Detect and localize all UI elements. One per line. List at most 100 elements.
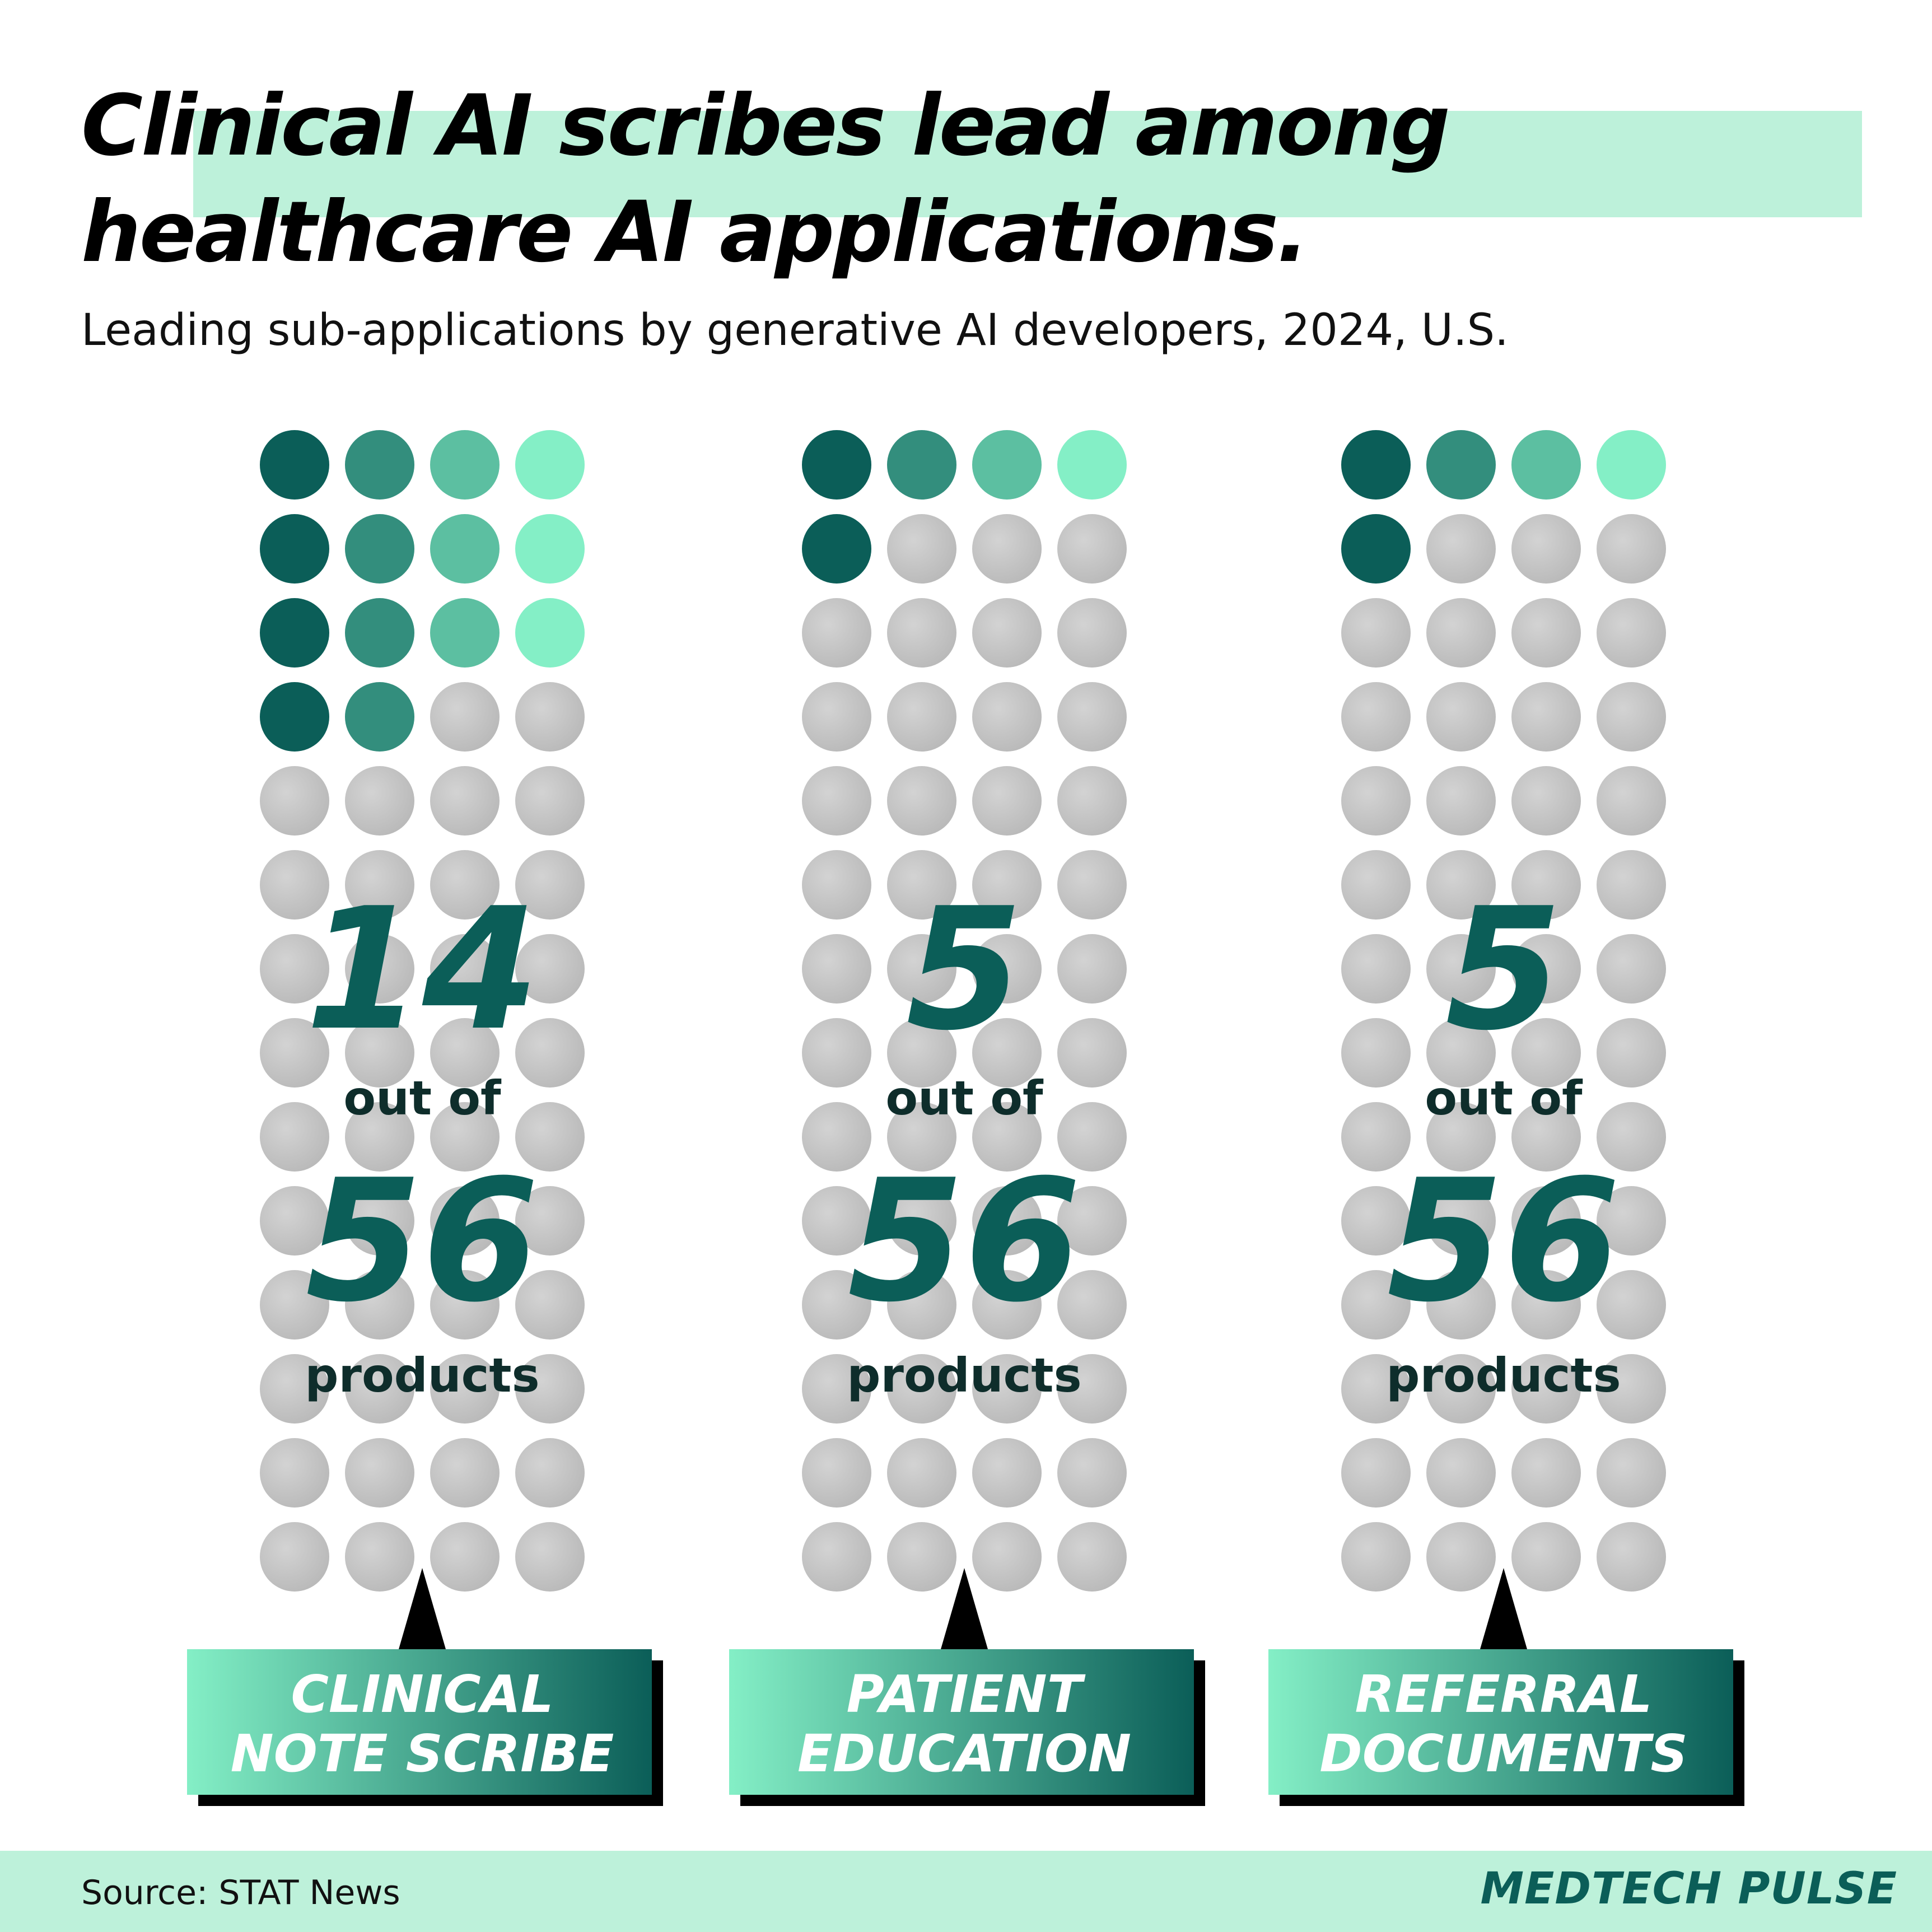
dot-empty [1426,598,1496,668]
dot-empty [802,1018,871,1088]
total-number: 56 [305,1144,539,1339]
dot-empty [1426,1186,1496,1256]
dot-empty [887,1102,956,1172]
dot-empty [515,1186,585,1256]
dot-empty [1511,682,1581,752]
dot-empty [1426,1438,1496,1508]
dot-empty [1511,1102,1581,1172]
dot-empty [1057,1102,1127,1172]
dot-empty [260,1186,329,1256]
dot-empty [1597,1018,1666,1088]
dot-empty [1597,850,1666,920]
out-of-label: out of [885,1071,1044,1126]
dot-empty [1341,1438,1411,1508]
dot-empty [1341,598,1411,668]
dot-filled [260,430,329,500]
dot-empty [802,1270,871,1340]
dot-filled [260,598,329,668]
dot-empty [1057,1522,1127,1592]
dot-empty [802,598,871,668]
dot-empty [1341,1186,1411,1256]
dot-empty [887,850,956,920]
dot-empty [1426,1102,1496,1172]
dot-empty [802,1102,871,1172]
dot-empty [887,1186,956,1256]
dot-empty [802,1354,871,1424]
brand-logo: MEDTECH PULSE [1480,1864,1897,1914]
dot-empty [430,1102,500,1172]
dot-empty [430,850,500,920]
out-of-label: out of [1425,1071,1583,1126]
dot-empty [887,1270,956,1340]
dot-empty [972,934,1042,1004]
dot-empty [972,1270,1042,1340]
dot-empty [1341,1102,1411,1172]
dot-empty [972,1102,1042,1172]
dot-empty [1511,1438,1581,1508]
page-title: Clinical AI scribes lead among healthcar… [81,73,1450,286]
dot-empty [887,682,956,752]
dot-empty [1057,850,1127,920]
dot-empty [1426,514,1496,584]
dot-empty [1057,598,1127,668]
dot-filled [345,430,414,500]
dot-empty [1057,1270,1127,1340]
dot-filled [430,514,500,584]
dot-filled [887,430,956,500]
dot-empty [1511,934,1581,1004]
dot-filled [515,430,585,500]
dot-empty [1341,934,1411,1004]
label-line-1: CLINICAL [291,1664,554,1724]
products-label: products [1386,1348,1621,1403]
dot-empty [887,934,956,1004]
dot-empty [1057,514,1127,584]
dot-filled [1341,430,1411,500]
dot-empty [802,682,871,752]
pointer-triangle [1480,1568,1527,1649]
dot-empty [802,1522,871,1592]
label-line-1: REFERRAL [1355,1664,1653,1724]
dot-empty [515,1102,585,1172]
dot-empty [1511,598,1581,668]
total-number: 56 [1387,1144,1620,1339]
dot-empty [972,1438,1042,1508]
dot-empty [1341,1354,1411,1424]
dot-empty [1341,1522,1411,1592]
title-block: Clinical AI scribes lead among healthcar… [81,73,1873,286]
dot-filled [802,430,871,500]
dot-empty [1511,1018,1581,1088]
dot-empty [1341,1018,1411,1088]
dot-empty [515,1018,585,1088]
dot-filled [430,598,500,668]
dot-empty [1597,598,1666,668]
dot-empty [430,682,500,752]
dot-empty [1057,1354,1127,1424]
dot-empty [1597,766,1666,836]
dot-empty [1597,1522,1666,1592]
dot-empty [430,1354,500,1424]
dot-empty [345,850,414,920]
dot-empty [430,1018,500,1088]
value-number: 14 [305,872,539,1067]
dot-empty [1597,514,1666,584]
dot-empty [1341,1270,1411,1340]
dot-empty [802,766,871,836]
label-line-1: PATIENT [847,1664,1086,1724]
dot-empty [345,934,414,1004]
dot-empty [515,1354,585,1424]
dot-filled [515,514,585,584]
dot-empty [972,1522,1042,1592]
dot-filled [1057,430,1127,500]
dot-empty [430,1270,500,1340]
dot-filled [1341,514,1411,584]
dot-empty [345,1354,414,1424]
label-line-2: EDUCATION [797,1724,1131,1784]
dot-empty [260,1354,329,1424]
dot-empty [1597,934,1666,1004]
dot-empty [972,514,1042,584]
dot-empty [260,850,329,920]
out-of-label: out of [343,1071,502,1126]
dot-empty [1341,850,1411,920]
waffle-2 [1341,430,1666,1592]
dot-empty [1341,766,1411,836]
